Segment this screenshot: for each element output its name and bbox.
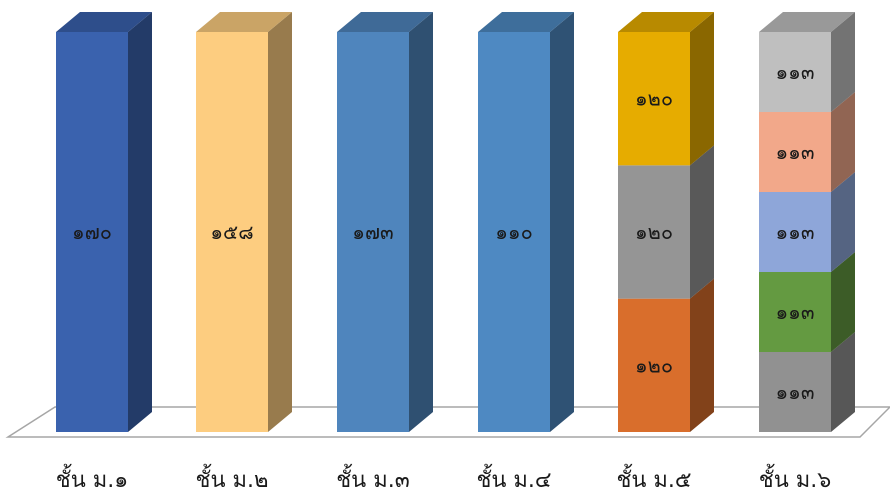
data-label: ๑๗๓ — [352, 220, 393, 244]
bar-side-face — [409, 12, 433, 432]
bar-segment — [337, 32, 409, 432]
bar-side-face — [831, 332, 855, 432]
data-label: ๑๑๓ — [775, 220, 814, 244]
bar-top-face — [618, 12, 714, 32]
bar-side-face — [268, 12, 292, 432]
bar-1: ๑๗๐ — [56, 12, 152, 432]
data-label: ๑๑๓ — [775, 300, 814, 324]
category-label: ชั้น ม.๔ — [476, 464, 551, 493]
bar-side-face — [831, 12, 855, 112]
bar-3: ๑๗๓ — [337, 12, 433, 432]
data-label: ๑๒๐ — [635, 87, 673, 111]
data-label: ๑๑๓ — [775, 60, 814, 84]
category-label: ชั้น ม.๓ — [336, 464, 410, 493]
bar-segment — [478, 32, 550, 432]
bar-top-face — [478, 12, 574, 32]
bar-side-face — [550, 12, 574, 432]
category-label: ชั้น ม.๑ — [56, 464, 128, 493]
bar-side-face — [831, 172, 855, 272]
bar-top-face — [759, 12, 855, 32]
data-label: ๑๑๓ — [775, 380, 814, 404]
bar-segment — [196, 32, 268, 432]
bar-side-face — [128, 12, 152, 432]
bar-segment — [759, 192, 831, 272]
data-label: ๑๗๐ — [72, 220, 112, 244]
data-label: ๑๑๓ — [775, 140, 814, 164]
bar-top-face — [196, 12, 292, 32]
category-label: ชั้น ม.๒ — [196, 464, 269, 493]
bar-segment — [759, 112, 831, 192]
data-label: ๑๕๘ — [210, 220, 253, 244]
bar-segment — [759, 352, 831, 432]
category-label: ชั้น ม.๕ — [616, 464, 691, 493]
bar-segment — [56, 32, 128, 432]
bar-segment — [759, 272, 831, 352]
data-label: ๑๒๐ — [635, 353, 673, 377]
bar-side-face — [831, 252, 855, 352]
bar-2: ๑๕๘ — [196, 12, 292, 432]
bar-side-face — [690, 278, 714, 432]
bar-side-face — [690, 145, 714, 299]
bar-top-face — [337, 12, 433, 32]
bar-side-face — [831, 92, 855, 192]
bar-segment — [618, 298, 690, 432]
category-label: ชั้น ม.๖ — [759, 464, 831, 493]
bar-side-face — [690, 12, 714, 166]
bar-segment — [618, 32, 690, 166]
data-label: ๑๑๐ — [495, 220, 533, 244]
bar-top-face — [56, 12, 152, 32]
bar-segment — [618, 165, 690, 299]
data-label: ๑๒๐ — [635, 220, 673, 244]
bar-segment — [759, 32, 831, 112]
bar-4: ๑๑๐ — [478, 12, 574, 432]
category-labels: ชั้น ม.๑ ชั้น ม.๒ ชั้น ม.๓ ชั้น ม.๔ ชั้น ม.๕… — [56, 464, 831, 493]
